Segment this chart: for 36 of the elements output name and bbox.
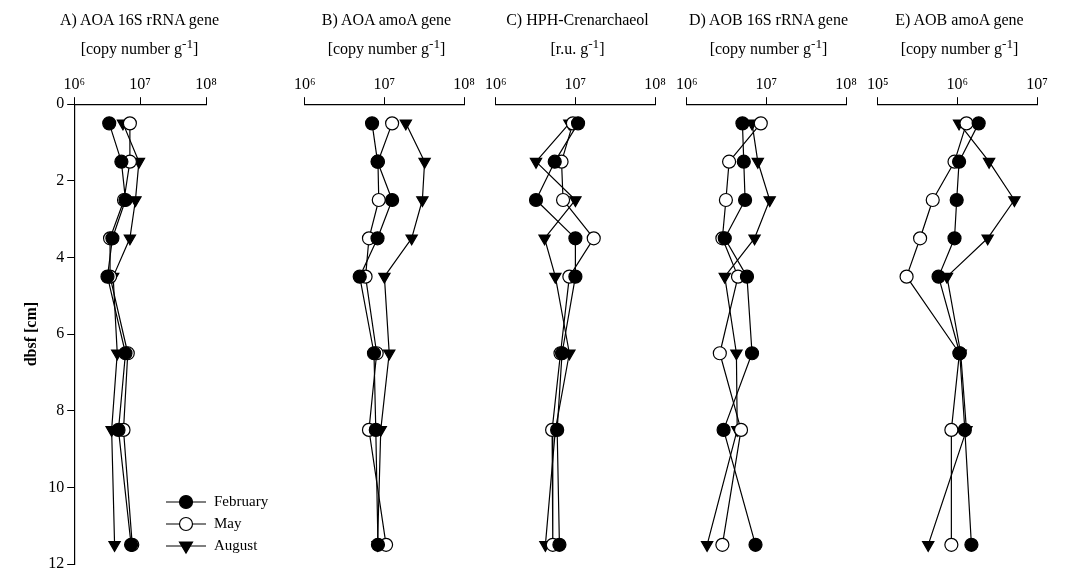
chart-subtitle: [copy number g$^{-1}$] xyxy=(708,35,829,60)
legend-label: February xyxy=(214,492,269,509)
y-tick-label: 6 xyxy=(56,324,65,342)
x-tick-label: 10⁸ xyxy=(835,74,857,92)
x-tick-label: 10⁷ xyxy=(373,74,396,92)
chart-title: A) AOA 16S rRNA gene xyxy=(58,10,221,31)
y-tick-label: 8 xyxy=(56,400,65,418)
x-tick-label: 10⁶ xyxy=(63,74,85,92)
y-tick-label: 2 xyxy=(56,171,65,189)
chart-title: D) AOB 16S rRNA gene xyxy=(687,10,850,31)
y-tick-label: 10 xyxy=(48,477,65,495)
x-tick-label: 10⁷ xyxy=(564,74,587,92)
y-axis-title: dbsf [cm] xyxy=(21,301,39,367)
y-tick-label: 0 xyxy=(56,94,65,112)
x-tick-label: 10⁶ xyxy=(485,74,507,92)
chart-subtitle: [copy number g$^{-1}$] xyxy=(899,35,1020,60)
x-tick-label: 10⁷ xyxy=(1026,74,1048,92)
chart-subtitle: [r.u. g$^{-1}$] xyxy=(549,35,606,60)
chart-subtitle: [copy number g$^{-1}$] xyxy=(326,35,447,60)
chart-title: C) HPH-Crenarchaeol xyxy=(505,10,650,31)
chart-title: E) AOB amoA gene xyxy=(894,10,1025,31)
x-tick-label: 10⁶ xyxy=(294,74,316,92)
x-tick-label: 10⁸ xyxy=(644,74,666,92)
x-tick-label: 10⁵ xyxy=(867,74,889,92)
y-tick-label: 12 xyxy=(48,554,65,572)
chart-title: B) AOA amoA gene xyxy=(320,10,453,31)
x-tick-label: 10⁷ xyxy=(129,74,151,92)
x-tick-label: 10⁶ xyxy=(676,74,698,92)
x-tick-label: 10⁷ xyxy=(755,74,778,92)
chart-subtitle: [copy number g$^{-1}$] xyxy=(79,35,200,60)
y-tick-label: 4 xyxy=(56,247,65,265)
legend-label: August xyxy=(214,536,259,553)
x-tick-label: 10⁸ xyxy=(195,74,217,92)
legend-label: May xyxy=(214,514,242,531)
x-tick-label: 10⁸ xyxy=(453,74,475,92)
x-tick-label: 10⁶ xyxy=(946,74,969,92)
